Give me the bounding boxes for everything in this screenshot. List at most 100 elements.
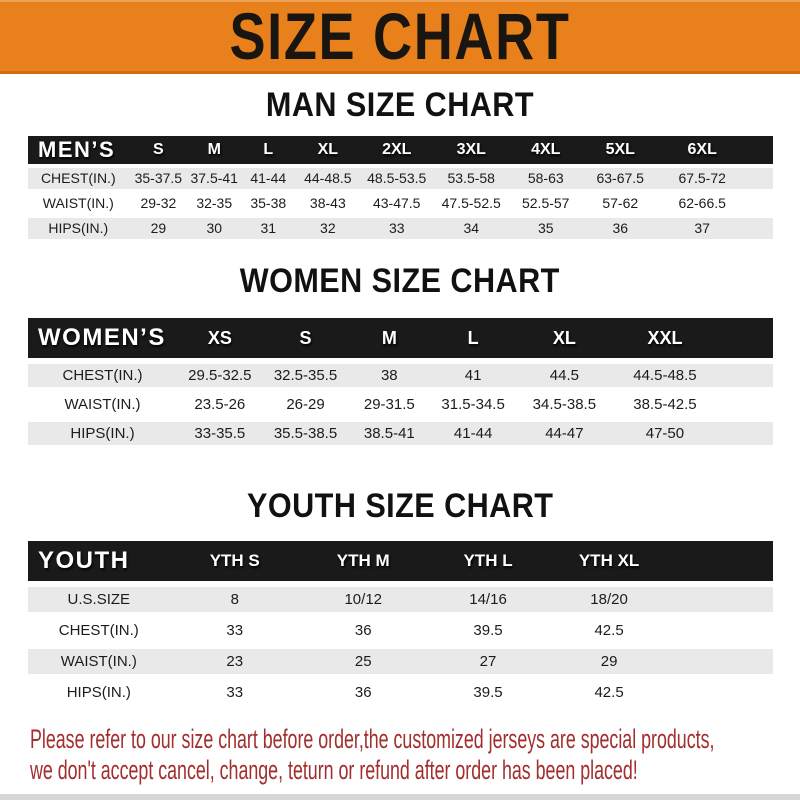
size-cell: 52.5-57 xyxy=(508,189,583,216)
table-row: CHEST(IN.) 33 36 39.5 42.5 xyxy=(28,612,773,646)
row-label: CHEST(IN.) xyxy=(28,612,170,646)
size-cell: 41-44 xyxy=(430,416,516,445)
size-cell: 43-47.5 xyxy=(359,189,434,216)
size-cell: 36 xyxy=(299,674,427,705)
size-cell: 35 xyxy=(508,214,583,239)
size-cell: 33 xyxy=(169,674,300,705)
size-column-header: M xyxy=(188,136,241,166)
size-column-header: XL xyxy=(296,136,360,166)
size-cell: 36 xyxy=(582,214,658,239)
size-cell: 10/12 xyxy=(299,581,427,615)
size-cell: 44-47 xyxy=(515,416,613,445)
size-cell: 36 xyxy=(299,612,427,646)
blank-cell xyxy=(717,358,773,390)
size-cell: 23 xyxy=(169,643,300,677)
size-cell: 32-35 xyxy=(188,189,241,216)
size-cell: 47.5-52.5 xyxy=(433,189,509,216)
table-row: WAIST(IN.) 29-32 32-35 35-38 38-43 43-47.5 47.… xyxy=(28,189,773,216)
size-column-header: L xyxy=(430,318,516,361)
size-cell: 27 xyxy=(426,643,550,677)
notice-line-2: we don't accept cancel, change, teturn o… xyxy=(30,755,638,785)
table-row: CHEST(IN.) 29.5-32.5 32.5-35.5 38 41 44.5 44.5… xyxy=(28,358,773,390)
table-row: HIPS(IN.) 33-35.5 35.5-38.5 38.5-41 41-44 44-… xyxy=(28,416,773,445)
table-group-label: WOMEN’S xyxy=(28,318,177,361)
size-cell: 31.5-34.5 xyxy=(430,387,516,419)
size-column-header: 6XL xyxy=(657,136,747,166)
size-column-header: YTH S xyxy=(169,541,300,584)
section-heading: YOUTH SIZE CHART xyxy=(246,487,554,525)
size-cell: 44.5-48.5 xyxy=(612,358,718,390)
size-cell: 33-35.5 xyxy=(177,416,263,445)
size-cell: 25 xyxy=(299,643,427,677)
table-row: WAIST(IN.) 23 25 27 29 xyxy=(28,643,773,677)
size-cell: 18/20 xyxy=(549,581,669,615)
size-cell: 41 xyxy=(430,358,516,390)
sections-container: MAN SIZE CHART MEN’S S M L XL 2XL 3XL 4XL 5XL 6XL… xyxy=(0,88,800,705)
size-cell: 29 xyxy=(128,214,189,239)
blank-header-cell xyxy=(668,541,773,584)
blank-cell xyxy=(668,643,773,677)
blank-cell xyxy=(717,387,773,419)
row-label: U.S.SIZE xyxy=(28,581,170,615)
size-cell: 48.5-53.5 xyxy=(359,164,434,191)
size-column-header: YTH L xyxy=(426,541,550,584)
notice-line-1: Please refer to our size chart before or… xyxy=(30,724,715,754)
row-label: CHEST(IN.) xyxy=(28,164,129,191)
blank-header-cell xyxy=(746,136,773,166)
table-group-label: YOUTH xyxy=(28,541,170,584)
blank-cell xyxy=(717,416,773,445)
size-cell: 34.5-38.5 xyxy=(515,387,613,419)
size-column-header: 3XL xyxy=(433,136,509,166)
size-cell: 38 xyxy=(348,358,431,390)
size-cell: 29.5-32.5 xyxy=(177,358,263,390)
size-cell: 42.5 xyxy=(549,674,669,705)
row-label: HIPS(IN.) xyxy=(28,674,170,705)
blank-cell xyxy=(746,189,773,216)
footer-notice: Please refer to our size chart before or… xyxy=(0,724,800,786)
size-column-header: M xyxy=(348,318,431,361)
size-chart-section: WOMEN SIZE CHART WOMEN’S XS S M L XL XXL CHEST… xyxy=(0,264,800,445)
bottom-strip xyxy=(0,794,800,800)
size-column-header: S xyxy=(128,136,189,166)
size-cell: 33 xyxy=(169,612,300,646)
size-cell: 39.5 xyxy=(426,612,550,646)
size-table: MEN’S S M L XL 2XL 3XL 4XL 5XL 6XL CHEST(IN.) 35-3… xyxy=(28,136,773,239)
size-column-header: 4XL xyxy=(508,136,583,166)
size-cell: 32 xyxy=(296,214,360,239)
size-cell: 29 xyxy=(549,643,669,677)
size-cell: 31 xyxy=(240,214,297,239)
size-cell: 62-66.5 xyxy=(657,189,747,216)
size-cell: 35-38 xyxy=(240,189,297,216)
size-cell: 33 xyxy=(359,214,434,239)
size-cell: 47-50 xyxy=(612,416,718,445)
size-cell: 57-62 xyxy=(582,189,658,216)
size-cell: 53.5-58 xyxy=(433,164,509,191)
section-heading: MAN SIZE CHART xyxy=(265,86,535,124)
size-cell: 38.5-42.5 xyxy=(612,387,718,419)
row-label: WAIST(IN.) xyxy=(28,387,177,419)
blank-cell xyxy=(746,214,773,239)
size-cell: 37.5-41 xyxy=(188,164,241,191)
size-column-header: 2XL xyxy=(359,136,434,166)
blank-cell xyxy=(668,674,773,705)
size-cell: 8 xyxy=(169,581,300,615)
size-cell: 14/16 xyxy=(426,581,550,615)
blank-cell xyxy=(668,581,773,615)
size-cell: 30 xyxy=(188,214,241,239)
table-row: HIPS(IN.) 29 30 31 32 33 34 35 36 37 xyxy=(28,214,773,239)
size-column-header: S xyxy=(262,318,349,361)
size-cell: 44.5 xyxy=(515,358,613,390)
banner: SIZE CHART xyxy=(0,0,800,74)
row-label: HIPS(IN.) xyxy=(28,214,129,239)
banner-title: SIZE CHART xyxy=(229,0,571,73)
size-chart-section: MAN SIZE CHART MEN’S S M L XL 2XL 3XL 4XL 5XL 6XL… xyxy=(0,88,800,239)
size-cell: 37 xyxy=(657,214,747,239)
blank-header-cell xyxy=(717,318,773,361)
size-cell: 26-29 xyxy=(262,387,349,419)
size-header-row: MEN’S S M L XL 2XL 3XL 4XL 5XL 6XL xyxy=(28,136,773,166)
size-column-header: 5XL xyxy=(582,136,658,166)
size-cell: 29-31.5 xyxy=(348,387,431,419)
table-group-label: MEN’S xyxy=(28,136,129,166)
size-cell: 32.5-35.5 xyxy=(262,358,349,390)
